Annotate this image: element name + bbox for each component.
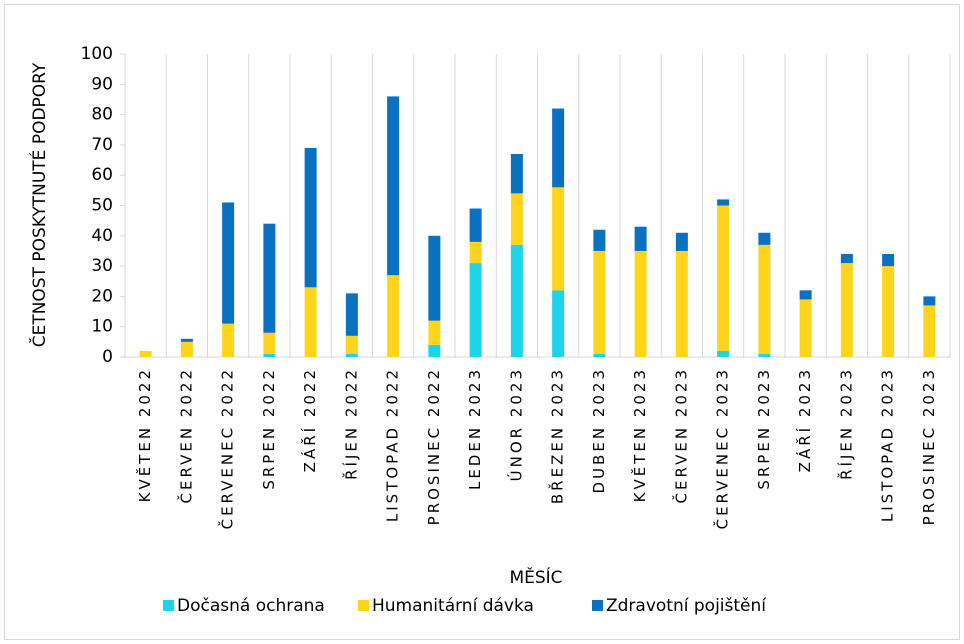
bar-segment [222,323,235,357]
bar-segment [593,229,606,251]
x-tick-label: SRPEN 2022 [260,367,278,490]
bar-segment [552,108,565,188]
x-tick-label: KVĚTEN 2023 [630,367,649,502]
x-tick-label: LISTOPAD 2022 [384,367,402,522]
bar-segment [510,153,523,194]
y-tick-label: 80 [91,105,113,125]
legend-swatch [163,600,174,611]
x-tick-label: ŘÍJEN 2023 [836,367,855,480]
bar-segment [387,275,400,357]
bar-segment [304,287,317,357]
bar-segment [717,350,730,357]
bar-segment [593,353,606,357]
bar-segment [469,263,482,357]
bar-segment [634,250,647,357]
bar-segment [799,290,812,300]
legend-label: Zdravotní pojištění [606,596,767,616]
bar-segment [263,223,276,333]
y-tick-label: 20 [91,286,113,306]
bar-segment [675,232,688,251]
y-tick-label: 50 [91,196,113,216]
bar-segment [840,253,853,264]
legend-label: Humanitární dávka [372,596,534,616]
bar-segment [222,202,235,324]
bar-segment [923,305,936,357]
bar-segment [139,350,152,357]
y-tick-label: 60 [91,165,113,185]
y-tick-label: 90 [91,74,113,94]
x-tick-label: BŘEZEN 2023 [548,367,567,504]
x-tick-label: ZÁŘÍ 2022 [300,367,319,472]
x-tick-label: SRPEN 2023 [755,367,773,490]
bar-segment [345,353,358,357]
x-tick-label: ZÁŘÍ 2023 [795,367,814,472]
x-tick-label: PROSINEC 2023 [920,367,938,525]
bar-segment [510,244,523,357]
bar-segment [758,244,771,354]
bar-segment [840,263,853,357]
bar-segment [799,299,812,357]
bar-segment [758,353,771,357]
x-tick-label: ČERVEN 2022 [176,367,195,503]
bar-segment [428,320,441,345]
bar-segment [882,253,895,267]
y-tick-label: 10 [91,317,113,337]
y-tick-label: 70 [91,135,113,155]
x-tick-label: PROSINEC 2022 [425,367,443,525]
y-tick-label: 0 [102,347,113,367]
x-tick-label: ŘÍJEN 2022 [341,367,360,480]
x-tick-label: ČERVEN 2023 [671,367,690,503]
bar-segment [593,250,606,354]
bar-segment [428,344,441,357]
bar-segment [304,147,317,288]
bar-segment [263,332,276,354]
bar-segment [345,335,358,354]
x-axis-label: MĚSÍC [509,566,562,588]
bar-segment [345,293,358,336]
bar-segment [263,353,276,357]
bar-segment [469,208,482,242]
bar-segment [634,226,647,251]
y-tick-label: 30 [91,256,113,276]
bar-segment [675,250,688,357]
x-tick-label: LEDEN 2023 [466,367,484,490]
x-tick-label: LISTOPAD 2023 [879,367,897,522]
bar-segment [758,232,771,245]
chart-frame [4,4,960,640]
bar-segment [428,235,441,321]
bar-segment [717,199,730,206]
bar-segment [180,338,193,342]
x-tick-label: ÚNOR 2023 [506,367,525,481]
legend-swatch [592,600,603,611]
legend-label: Dočasná ochrana [177,596,325,616]
bar-segment [717,205,730,351]
legend-swatch [358,600,369,611]
bar-segment [510,193,523,245]
x-tick-label: ČERVENEC 2022 [218,367,237,529]
y-tick-label: 100 [81,44,113,64]
bar-segment [552,290,565,357]
x-tick-label: KVĚTEN 2022 [135,367,154,502]
bar-segment [923,296,936,306]
x-tick-label: DUBEN 2023 [590,367,608,493]
y-axis-label: ČETNOST POSKYTNUTÉ PODPORY [28,62,50,347]
bar-segment [552,187,565,291]
bar-segment [387,96,400,276]
x-tick-label: ČERVENEC 2023 [713,367,732,529]
bar-segment [180,341,193,357]
bar-segment [882,266,895,357]
bar-segment [469,241,482,264]
y-tick-label: 40 [91,226,113,246]
